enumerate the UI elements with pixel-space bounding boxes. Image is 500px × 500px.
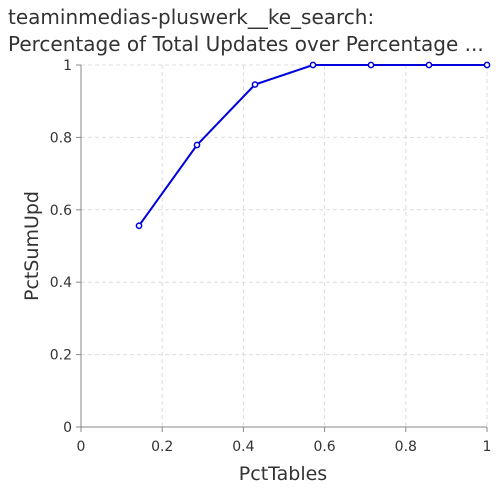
x-tick-labels: 0 0.2 0.4 0.6 0.8 1 [77,439,492,455]
y-tick-label: 0 [63,420,72,436]
data-point [483,61,491,69]
x-tick-label: 0.4 [232,439,254,455]
x-axis-label: PctTables [239,463,327,485]
y-tick-label: 1 [63,58,72,74]
data-point [193,141,201,149]
y-axis-label: PctSumUpd [21,191,43,301]
chart-title-line-1: teaminmedias-pluswerk__ke_search: [8,5,375,29]
x-tick-label: 0.8 [395,439,417,455]
data-point [309,61,317,69]
x-tick-label: 0.6 [313,439,335,455]
y-tick-labels: 0 0.2 0.4 0.6 0.8 1 [50,58,72,436]
chart-title: teaminmedias-pluswerk__ke_search: Percen… [8,4,496,58]
data-point [367,61,375,69]
x-tick-label: 1 [483,439,492,455]
data-point [135,222,143,230]
series-line [138,64,487,227]
y-tick-label: 0.6 [50,203,72,219]
series [135,61,491,230]
y-tick-label: 0.8 [50,130,72,146]
x-tick-label: 0.2 [151,439,173,455]
grid [81,64,488,427]
data-point [425,61,433,69]
chart-title-line-2: Percentage of Total Updates over Percent… [8,32,484,56]
y-tick-label: 0.2 [50,348,72,364]
axes [76,64,488,432]
data-point [251,81,259,88]
y-tick-label: 0.4 [50,275,72,291]
x-tick-label: 0 [77,439,86,455]
